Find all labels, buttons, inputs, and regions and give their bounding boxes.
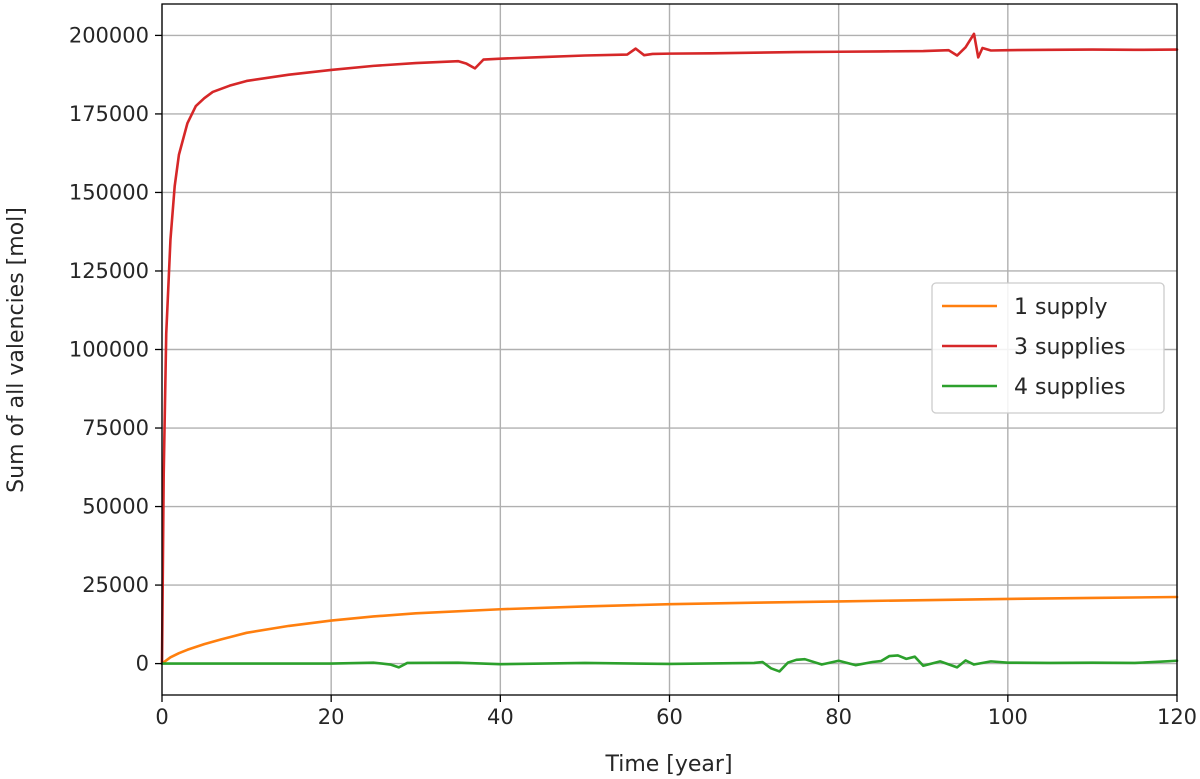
x-tick-label: 80 — [825, 705, 852, 729]
series-line-4-supplies — [160, 654, 1179, 673]
y-tick-label: 175000 — [69, 102, 149, 126]
legend-label: 4 supplies — [1014, 375, 1126, 400]
y-tick-label: 100000 — [69, 338, 149, 362]
y-tick-label: 25000 — [82, 573, 149, 597]
x-tick-label: 0 — [155, 705, 168, 729]
x-axis-label: Time [year] — [604, 752, 732, 777]
y-axis-label: Sum of all valencies [mol] — [4, 207, 29, 493]
series-line-3-supplies — [160, 32, 1179, 665]
x-tick-label: 120 — [1157, 705, 1197, 729]
y-tick-label: 50000 — [82, 495, 149, 519]
series-lines — [160, 32, 1179, 673]
y-tick-label: 0 — [136, 652, 149, 676]
y-tick-label: 125000 — [69, 259, 149, 283]
legend-box — [931, 282, 1165, 414]
legend-label: 3 supplies — [1014, 335, 1126, 360]
axis-ticks: 0 20 40 60 80 100 120 0 25000 50000 75000 100000 125… — [69, 23, 1197, 729]
x-tick-label: 60 — [656, 705, 683, 729]
x-tick-label: 40 — [487, 705, 514, 729]
series-line-1-supply — [160, 595, 1179, 665]
y-tick-label: 150000 — [69, 180, 149, 204]
x-tick-label: 20 — [318, 705, 345, 729]
y-tick-label: 75000 — [82, 416, 149, 440]
y-tick-label: 200000 — [69, 23, 149, 47]
legend: 1 supply 3 supplies 4 supplies — [931, 282, 1165, 414]
x-tick-label: 100 — [988, 705, 1028, 729]
legend-label: 1 supply — [1014, 295, 1107, 320]
